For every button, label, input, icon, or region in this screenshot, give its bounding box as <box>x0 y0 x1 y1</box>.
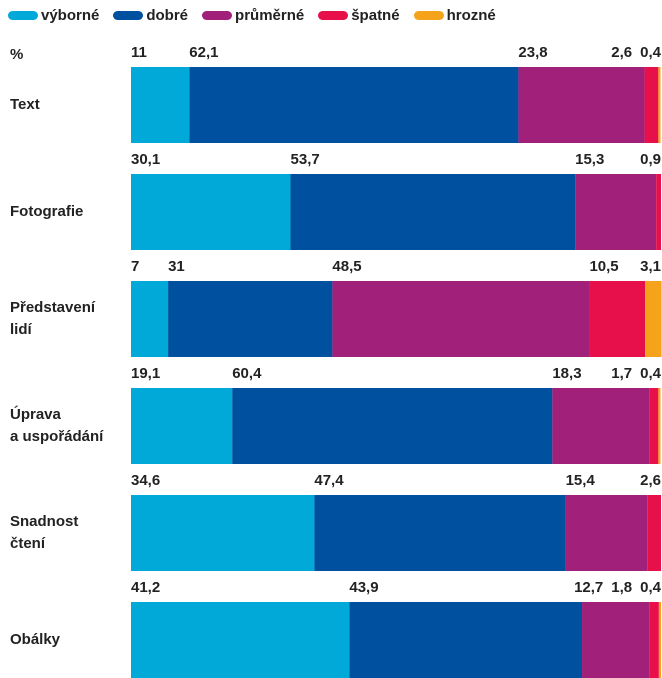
category-label: Obálky <box>10 631 61 648</box>
legend-item: výborné <box>8 7 99 24</box>
legend-swatch <box>413 11 444 20</box>
bar-segment <box>565 495 648 571</box>
legend-label: špatné <box>351 7 400 24</box>
value-label: 3,1 <box>640 258 661 275</box>
bar-segment <box>658 388 661 464</box>
value-label: 0,4 <box>640 44 662 61</box>
category-label: Text <box>10 96 40 113</box>
bar-segment <box>131 281 169 357</box>
bar-segment <box>649 602 659 678</box>
bar-segment <box>575 174 657 250</box>
bar-segment <box>131 495 315 571</box>
legend-item: průměrné <box>202 7 304 24</box>
value-label: 1,7 <box>611 365 632 382</box>
value-label: 23,8 <box>518 44 547 61</box>
value-label: 15,3 <box>575 151 604 168</box>
value-label: 1,8 <box>611 579 632 596</box>
legend-item: hrozné <box>413 7 496 24</box>
legend-item: špatné <box>318 7 400 24</box>
value-label: 11 <box>131 44 147 61</box>
bar-segment <box>649 388 659 464</box>
bar-segment <box>349 602 583 678</box>
category-label: Představení lidí <box>10 299 96 338</box>
bar-segment <box>658 602 661 678</box>
bar-segment <box>131 67 190 143</box>
value-label: 19,1 <box>131 365 160 382</box>
bar-segment <box>645 281 662 357</box>
legend-swatch <box>202 11 233 20</box>
bar-segment <box>131 602 350 678</box>
value-label: 18,3 <box>552 365 581 382</box>
value-label: 0,4 <box>640 365 662 382</box>
legend-swatch <box>8 11 38 20</box>
value-label: 0,9 <box>640 151 661 168</box>
value-label: 41,2 <box>131 579 160 596</box>
bar-segment <box>656 174 661 250</box>
value-label: 62,1 <box>189 44 218 61</box>
value-label: 0,4 <box>640 579 662 596</box>
bar-segment <box>647 495 661 571</box>
value-label: 34,6 <box>131 472 160 489</box>
legend-label: průměrné <box>235 7 305 24</box>
legend-item: dobré <box>113 7 188 24</box>
bar-segment <box>314 495 566 571</box>
bar-segment <box>518 67 645 143</box>
unit-label: % <box>10 46 24 63</box>
value-label: 47,4 <box>314 472 344 489</box>
bar-segment <box>332 281 590 357</box>
value-label: 7 <box>131 258 139 275</box>
bar-segment <box>290 174 576 250</box>
category-label: Fotografie <box>10 203 84 220</box>
bar-segment <box>232 388 553 464</box>
legend: výborné dobré průměrné špatné hrozné <box>8 7 496 24</box>
value-label: 10,5 <box>589 258 618 275</box>
bar-segment <box>658 67 661 143</box>
legend-label: výborné <box>41 7 100 24</box>
value-label: 2,6 <box>640 472 661 489</box>
bar-segment <box>582 602 650 678</box>
legend-swatch <box>113 11 144 20</box>
value-label: 53,7 <box>291 151 320 168</box>
legend-swatch <box>318 11 349 20</box>
bar-segment <box>168 281 333 357</box>
value-label: 15,4 <box>566 472 596 489</box>
bar-segment <box>131 388 233 464</box>
value-label: 48,5 <box>332 258 361 275</box>
category-label: Snadnost čtení <box>10 513 79 552</box>
legend-label: dobré <box>146 7 189 24</box>
bar-segment <box>552 388 650 464</box>
value-label: 43,9 <box>349 579 378 596</box>
bar-segment <box>131 174 291 250</box>
value-label: 31 <box>168 258 185 275</box>
category-label: Úprava a uspořádání <box>10 406 104 445</box>
bar-segment <box>189 67 519 143</box>
value-label: 2,6 <box>611 44 632 61</box>
legend-label: hrozné <box>446 7 496 24</box>
value-label: 30,1 <box>131 151 160 168</box>
bar-segment <box>644 67 659 143</box>
value-label: 12,7 <box>574 579 603 596</box>
bar-segment <box>589 281 646 357</box>
value-label: 60,4 <box>232 365 262 382</box>
